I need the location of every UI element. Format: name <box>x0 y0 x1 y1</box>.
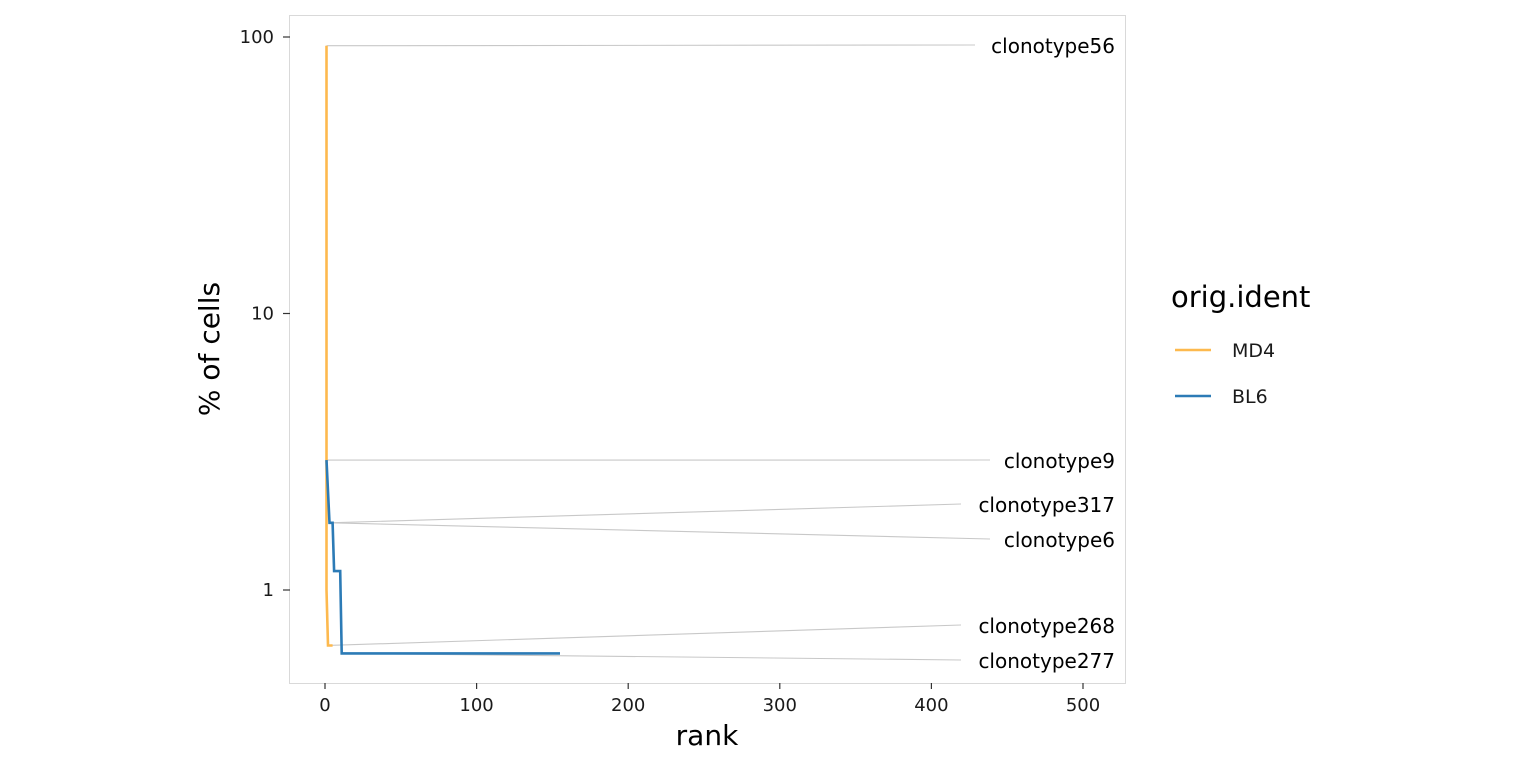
annotation-label: clonotype277 <box>978 649 1115 673</box>
x-tick-label: 300 <box>763 695 797 716</box>
annotation-leader-line <box>327 45 975 46</box>
legend-label-md4: MD4 <box>1232 340 1275 362</box>
annotation-label: clonotype9 <box>1004 449 1115 473</box>
legend-title: orig.ident <box>1171 280 1310 314</box>
y-tick-label: 1 <box>263 580 274 601</box>
annotation-label: clonotype268 <box>978 614 1115 638</box>
annotation-label: clonotype317 <box>978 493 1115 517</box>
legend: orig.ident MD4 BL6 <box>1171 280 1310 408</box>
x-tick-label: 100 <box>459 695 493 716</box>
annotation-label: clonotype56 <box>991 34 1115 58</box>
x-tick-label: 400 <box>914 695 948 716</box>
x-tick-label: 200 <box>611 695 645 716</box>
y-tick-label: 10 <box>251 304 274 325</box>
plot-panel <box>290 16 1126 684</box>
x-tick-label: 500 <box>1066 695 1100 716</box>
x-axis-title: rank <box>676 719 739 752</box>
legend-label-bl6: BL6 <box>1232 386 1268 408</box>
y-axis-title: % of cells <box>193 282 226 416</box>
annotation-label: clonotype6 <box>1004 528 1115 552</box>
y-tick-label: 100 <box>240 27 274 48</box>
x-tick-label: 0 <box>319 695 330 716</box>
